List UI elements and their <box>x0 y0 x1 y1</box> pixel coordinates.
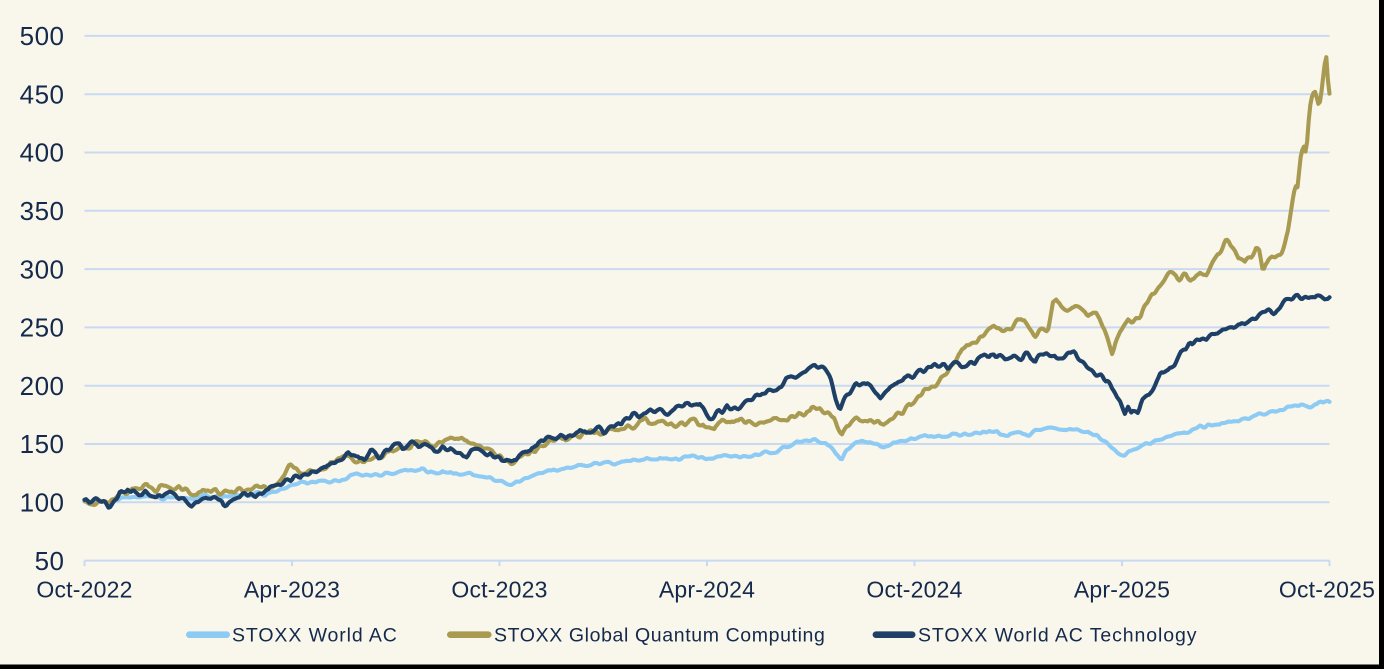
svg-text:350: 350 <box>20 196 65 226</box>
svg-text:Apr-2025: Apr-2025 <box>1074 577 1170 603</box>
svg-text:Oct-2022: Oct-2022 <box>36 577 132 603</box>
svg-text:Oct-2023: Oct-2023 <box>451 577 547 603</box>
svg-text:Oct-2024: Oct-2024 <box>866 577 962 603</box>
svg-text:500: 500 <box>20 21 65 51</box>
svg-text:400: 400 <box>20 138 65 168</box>
svg-text:300: 300 <box>20 254 65 284</box>
svg-text:STOXX World AC Technology: STOXX World AC Technology <box>918 625 1197 647</box>
svg-text:Oct-2025: Oct-2025 <box>1279 577 1375 603</box>
svg-text:100: 100 <box>20 488 65 518</box>
svg-text:450: 450 <box>20 79 65 109</box>
svg-text:200: 200 <box>20 371 65 401</box>
svg-text:50: 50 <box>35 546 65 576</box>
svg-text:STOXX Global Quantum Computing: STOXX Global Quantum Computing <box>494 625 825 647</box>
svg-text:Apr-2024: Apr-2024 <box>659 577 755 603</box>
svg-text:150: 150 <box>20 429 65 459</box>
svg-text:STOXX World AC: STOXX World AC <box>232 625 398 647</box>
svg-text:Apr-2023: Apr-2023 <box>244 577 340 603</box>
svg-text:250: 250 <box>20 313 65 343</box>
